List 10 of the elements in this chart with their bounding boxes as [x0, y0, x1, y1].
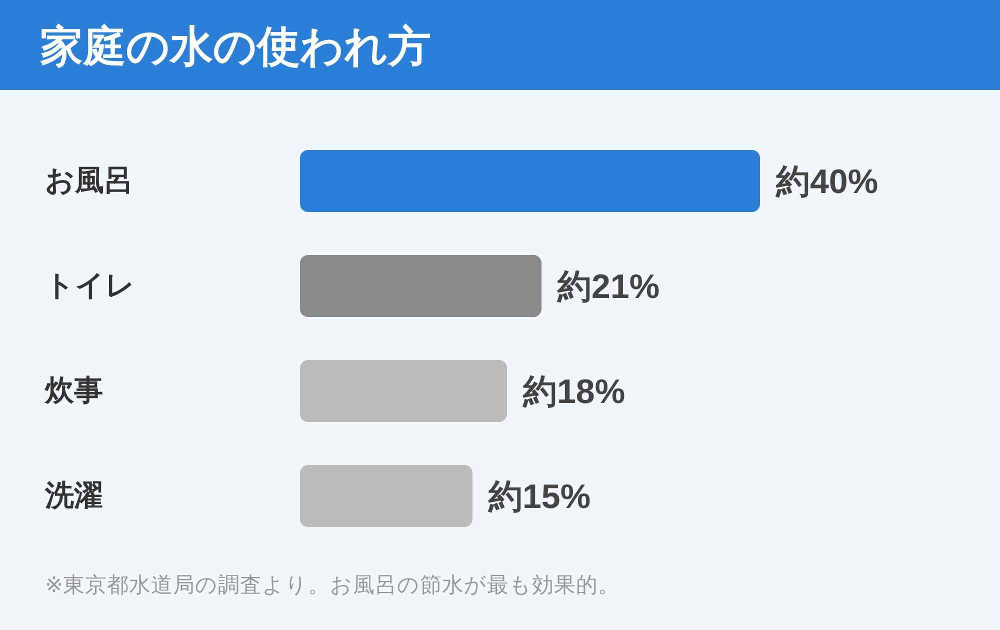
category-label: トイレ [45, 270, 135, 302]
title: 家庭の水の使われ方 [40, 23, 431, 71]
category-label: 洗濯 [45, 480, 103, 512]
value-label: 約21% [558, 268, 660, 306]
value-label: 約18% [523, 373, 626, 411]
annotation: ※東京都水道局の調査より。お風呂の節水が最も効果的。 [45, 573, 620, 597]
value-label: 約40% [776, 163, 878, 201]
category-label: 炊事 [45, 375, 103, 407]
value-label: 約15% [488, 478, 591, 516]
category-label: お風呂 [45, 165, 133, 197]
